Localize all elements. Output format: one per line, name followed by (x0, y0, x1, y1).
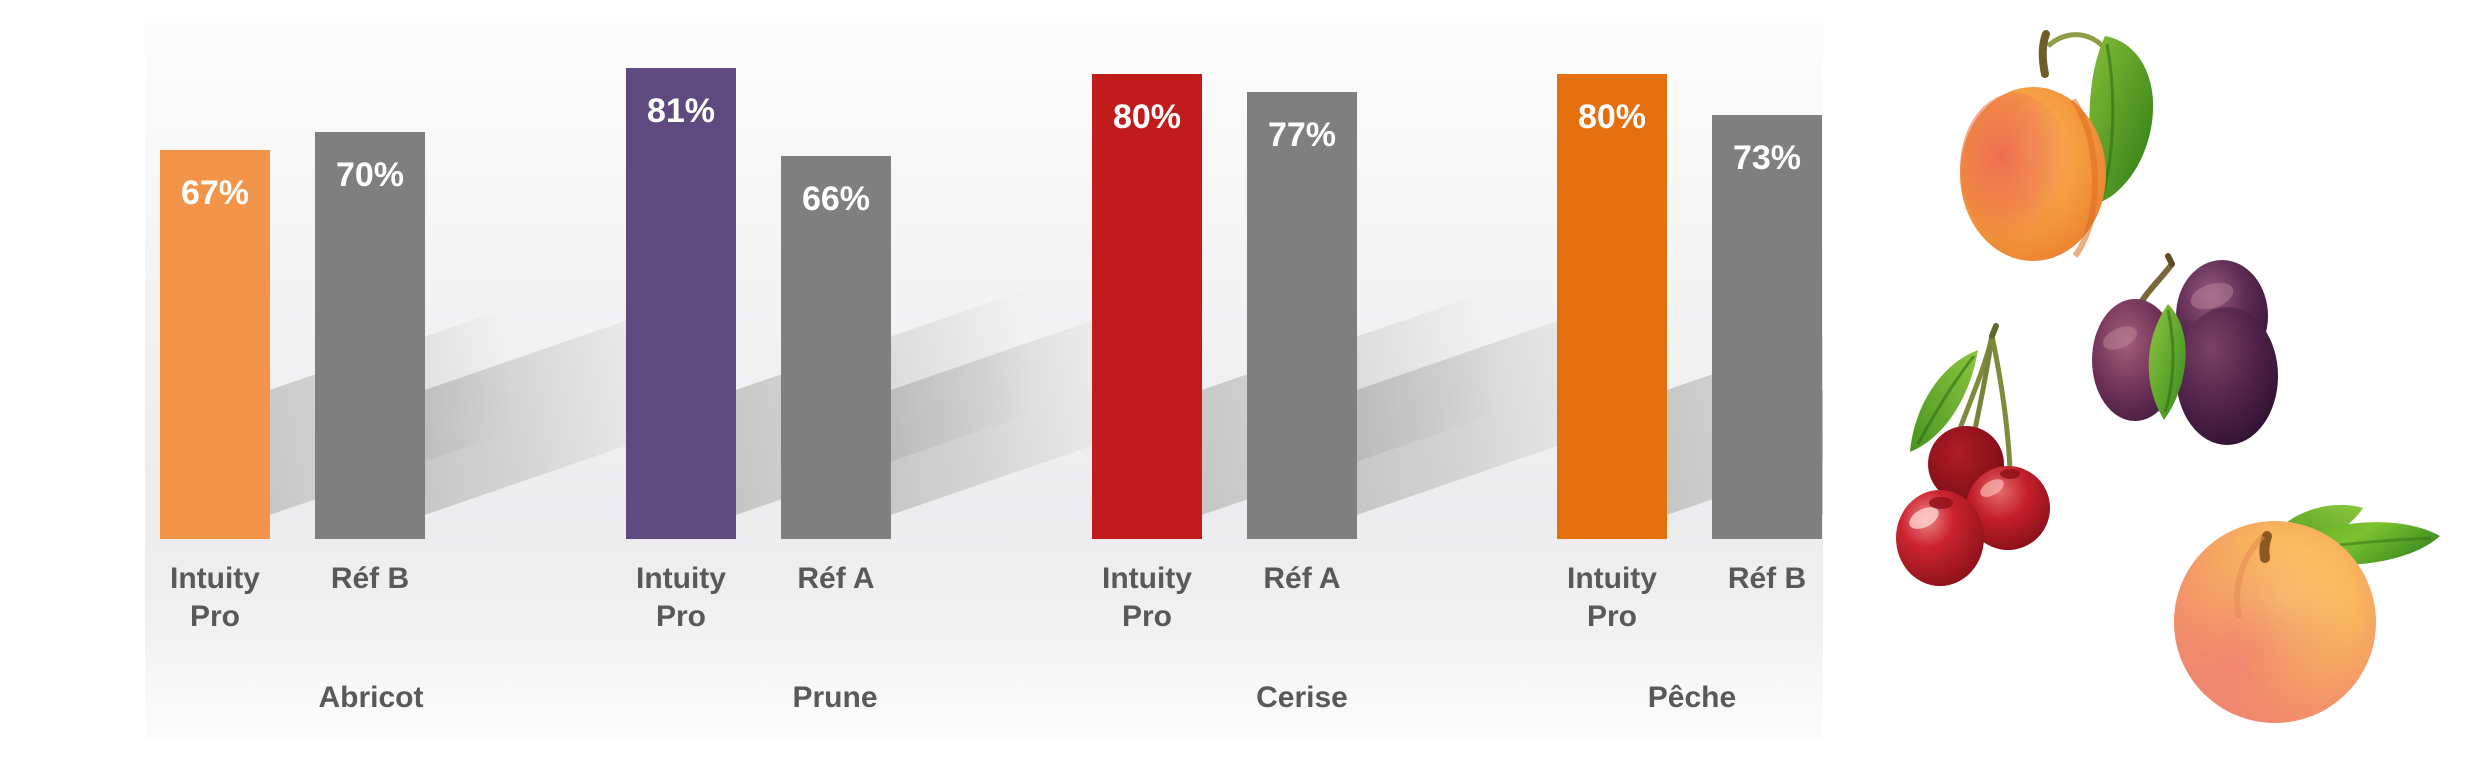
bar-label-reference: Réf B (1727, 562, 1807, 595)
bar-value-label: 70% (335, 156, 405, 194)
bar-label-intuity-pro: Intuity Pro (1102, 562, 1192, 633)
bar-label-intuity-pro: Intuity Pro (636, 562, 726, 633)
bar-intuity-pro (1557, 74, 1667, 539)
category-label: Prune (792, 681, 878, 714)
bar-reference (315, 132, 425, 539)
bar-value-label: 73% (1732, 139, 1802, 177)
bar-intuity-pro (160, 150, 270, 539)
bar-value-label: 80% (1577, 98, 1647, 136)
peach-image (2174, 504, 2440, 723)
bar-value-label: 67% (180, 174, 250, 212)
category-label: Pêche (1647, 681, 1737, 714)
plums-image (2092, 253, 2278, 445)
bar-value-label: 77% (1267, 116, 1337, 154)
bar-intuity-pro (1092, 74, 1202, 539)
bar-label-intuity-pro: Intuity Pro (170, 562, 260, 633)
bar-reference (1247, 92, 1357, 539)
bar-reference (1712, 115, 1822, 539)
bar-label-reference: Réf A (797, 562, 875, 595)
bar-label-reference: Réf A (1263, 562, 1341, 595)
bar-label-intuity-pro: Intuity Pro (1567, 562, 1657, 633)
bar-value-label: 81% (646, 92, 716, 130)
chart-panel: 67% Intuity Pro 70% Réf B Abricot 81% Intuity … (145, 15, 1823, 740)
category-label: Cerise (1256, 681, 1348, 714)
cherries-image (1896, 323, 2050, 586)
bar-label-reference: Réf B (330, 562, 410, 595)
apricot-image (1960, 30, 2154, 261)
bar-intuity-pro (626, 68, 736, 539)
bar-reference (781, 156, 891, 539)
category-label: Abricot (318, 681, 424, 714)
bar-value-label: 80% (1112, 98, 1182, 136)
bar-value-label: 66% (801, 180, 871, 218)
